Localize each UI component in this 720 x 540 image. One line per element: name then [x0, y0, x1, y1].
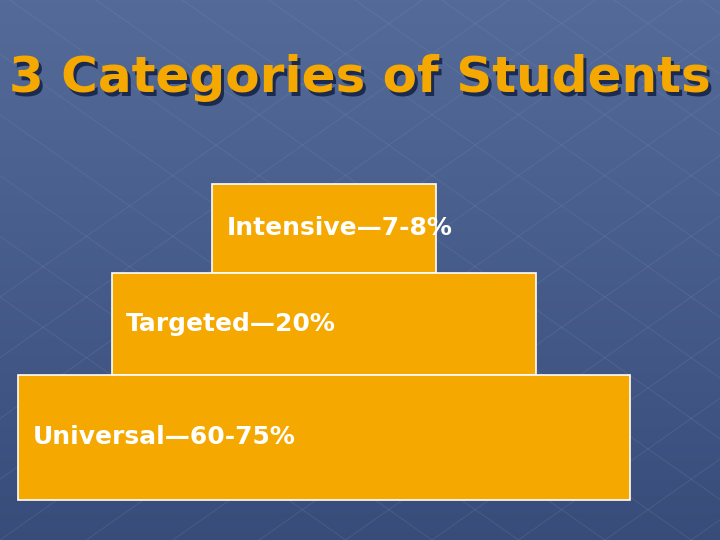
- Bar: [112, 273, 536, 375]
- Bar: [18, 375, 630, 500]
- Text: Targeted—20%: Targeted—20%: [126, 312, 336, 336]
- Text: 3 Categories of Students: 3 Categories of Students: [9, 55, 711, 102]
- Bar: [212, 184, 436, 273]
- Text: Universal—60-75%: Universal—60-75%: [32, 426, 295, 449]
- Text: Intensive—7-8%: Intensive—7-8%: [227, 216, 453, 240]
- Text: 3 Categories of Students: 3 Categories of Students: [12, 58, 714, 105]
